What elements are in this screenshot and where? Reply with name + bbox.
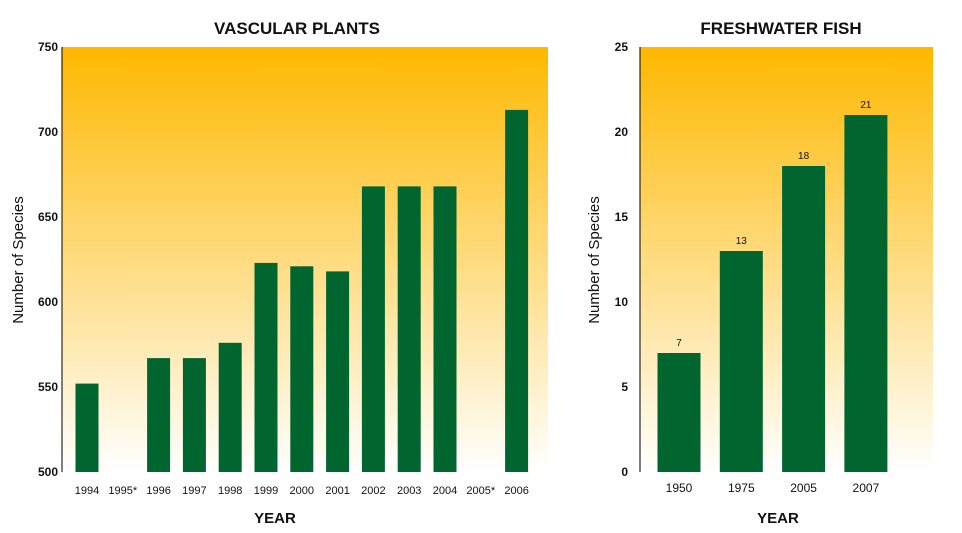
vascular-y-tick-label: 550 [38,380,58,394]
vascular-bar-1996 [147,358,171,472]
vascular-x-tick-label: 2004 [433,485,457,497]
fish-y-tick-label: 10 [615,295,629,309]
fish-x-axis-label: YEAR [757,510,799,527]
fish-x-ticks: 1950 1975 2005 2007 [666,481,880,495]
vascular-bar-2000 [290,266,314,472]
fish-chart-title: FRESHWATER FISH [700,19,861,38]
vascular-bar-2006 [505,109,529,473]
vascular-y-tick-label: 600 [38,295,58,309]
vascular-bar-1999 [254,262,278,472]
freshwater-fish-chart: FRESHWATER FISH Number of Species YEAR 0… [586,19,933,527]
fish-x-tick-label: 1950 [666,481,693,495]
vascular-y-tick-label: 750 [38,40,58,54]
vascular-bar-1994 [75,383,99,472]
fish-data-label: 18 [798,151,810,162]
fish-data-label: 21 [860,100,872,111]
fish-y-tick-label: 20 [615,125,629,139]
fish-y-tick-label: 0 [621,465,628,479]
vascular-x-tick-label: 2000 [290,485,314,497]
fish-bar-1950 [657,353,701,472]
vascular-bar-2002 [361,186,385,472]
vascular-x-tick-label: 2002 [361,485,385,497]
vascular-x-tick-label: 2005* [466,485,495,497]
vascular-y-axis-label: Number of Species [10,196,27,324]
fish-data-labels: 7 13 18 21 [676,100,872,349]
fish-bars [657,115,888,472]
fish-data-label: 7 [676,338,682,349]
vascular-x-tick-label: 2003 [397,485,421,497]
vascular-x-tick-label: 1997 [182,485,206,497]
fish-y-tick-label: 5 [621,380,628,394]
vascular-bar-1997 [182,358,206,472]
fish-y-tick-label: 25 [615,40,629,54]
vascular-y-ticks: 500 550 600 650 700 750 [38,40,58,479]
vascular-bar-2003 [397,186,421,472]
vascular-bars [75,109,529,473]
fish-y-tick-label: 15 [615,210,629,224]
vascular-x-tick-label: 1995* [108,485,137,497]
vascular-x-tick-label: 2006 [504,485,528,497]
fish-y-ticks: 0 5 10 15 20 25 [615,40,629,479]
vascular-x-tick-label: 1998 [218,485,242,497]
fish-y-axis-label: Number of Species [586,196,603,324]
vascular-bar-2001 [326,271,350,472]
fish-data-label: 13 [736,236,748,247]
vascular-x-tick-label: 1996 [146,485,170,497]
vascular-x-tick-label: 2001 [325,485,349,497]
vascular-plants-chart: VASCULAR PLANTS Number of Species YEAR 5… [10,19,548,527]
vascular-y-tick-label: 500 [38,465,58,479]
fish-bar-1975 [719,251,763,472]
vascular-y-tick-label: 700 [38,125,58,139]
fish-bar-2005 [782,166,826,472]
vascular-x-ticks: 1994 1995* 1996 1997 1998 1999 2000 2001 2002 200… [75,485,529,497]
vascular-x-tick-label: 1994 [75,485,99,497]
vascular-chart-title: VASCULAR PLANTS [214,19,380,38]
fish-x-tick-label: 2007 [853,481,880,495]
vascular-bar-2004 [433,186,457,472]
fish-x-tick-label: 2005 [790,481,817,495]
fish-bar-2007 [844,115,888,472]
vascular-x-axis-label: YEAR [254,510,296,527]
vascular-bar-1998 [218,342,242,472]
fish-x-tick-label: 1975 [728,481,755,495]
vascular-y-tick-label: 650 [38,210,58,224]
vascular-x-tick-label: 1999 [254,485,278,497]
